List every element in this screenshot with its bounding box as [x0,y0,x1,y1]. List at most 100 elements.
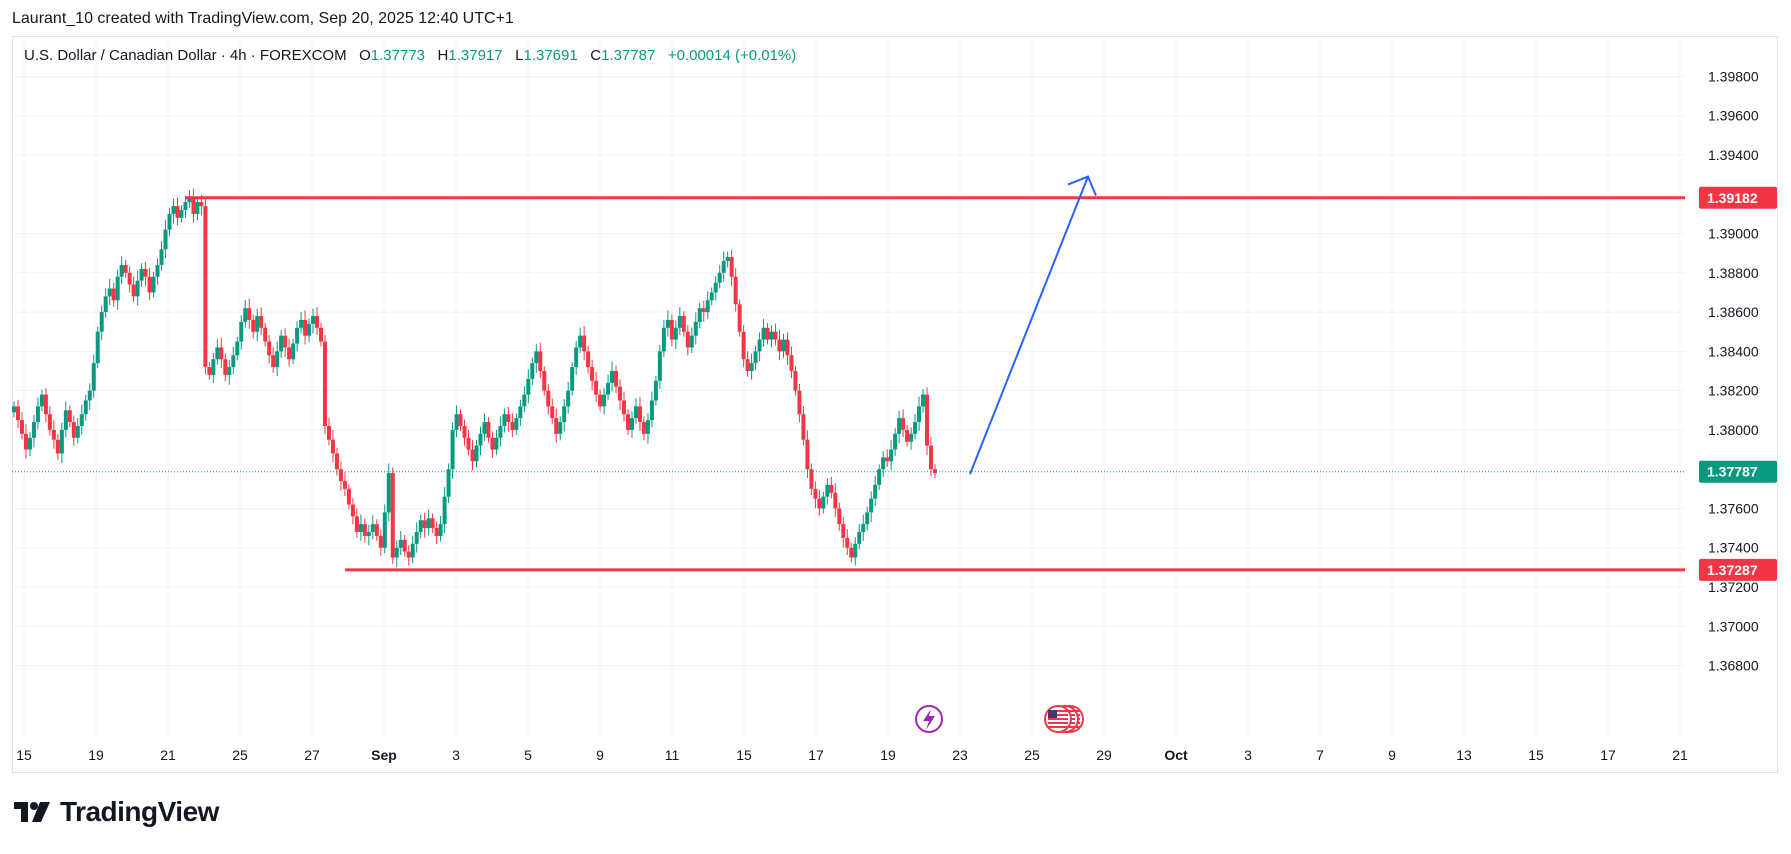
candle-body [374,524,379,536]
candle-body [295,327,300,344]
candle-body [410,543,415,558]
candle-body [167,213,172,230]
candle-body [311,316,316,324]
candle-body [330,439,335,454]
candle-body [438,524,443,536]
candle-body [107,288,112,297]
candle-body [821,496,826,509]
chart-frame [12,36,1778,773]
candle-body [23,433,28,450]
candle-body [681,316,686,332]
candle-body [913,422,918,434]
candle-body [398,539,403,548]
candle-body [346,488,351,505]
candle-body [697,308,702,322]
candle-body [390,473,395,558]
time-tick-label: 27 [304,747,320,763]
candle-body [594,380,599,395]
candle-body [901,418,906,430]
price-tick-label: 1.38800 [1708,265,1759,281]
price-tick-label: 1.37200 [1708,579,1759,595]
time-tick-label: 25 [232,747,248,763]
candle-body [618,386,623,401]
candle-body [610,371,615,383]
candle-body [486,422,491,438]
candle-body [781,339,786,352]
candle-body [721,261,726,273]
candle-series [12,188,937,568]
flag-stripe [1048,714,1068,716]
candle-body [354,516,359,533]
time-tick-label: 29 [1096,747,1112,763]
price-tick-label: 1.39800 [1708,68,1759,84]
tradingview-logo-icon [14,802,50,822]
candle-body [689,335,694,348]
level-price-tag [1699,186,1777,209]
candle-body [761,327,766,340]
candle-body [215,347,220,360]
time-tick-label: 21 [1672,747,1688,763]
candle-body [147,276,152,293]
candle-body [653,380,658,401]
candle-body [717,272,722,283]
price-tick-label: 1.38600 [1708,304,1759,320]
candle-body [733,276,738,305]
high-label: H [437,47,449,64]
candle-body [322,341,327,426]
price-axis: 1.39800 1.39600 1.39400 1.39000 1.38800 1.386… [1699,68,1777,674]
candle-body [602,394,607,407]
candle-body [474,445,479,462]
symbol-name: U.S. Dollar / Canadian Dollar · 4h · FOR… [24,47,347,64]
candle-body [582,335,587,352]
price-tick-label: 1.36800 [1708,658,1759,674]
candle-body [801,414,806,440]
candle-body [506,414,511,423]
candle-body [12,406,16,413]
candle-body [622,400,627,415]
candle-body [211,359,216,375]
candle-body [111,288,116,301]
candle-body [243,308,248,322]
price-tick-label: 1.38400 [1708,343,1759,359]
candle-body [805,439,810,470]
time-tick-label: Sep [371,747,397,763]
candle-body [510,422,515,430]
candle-body [155,264,160,277]
candle-body [586,351,591,368]
candle-body [865,512,870,525]
candle-body [199,202,204,207]
candle-body [39,394,44,407]
candle-body [885,457,890,462]
candle-body [51,429,56,440]
candle-body [649,400,654,421]
open-label: O [359,47,371,64]
candle-body [422,520,427,529]
low-value: 1.37691 [523,47,578,64]
candle-body [773,331,778,340]
candle-body [462,425,467,438]
time-tick-label: 9 [596,747,604,763]
candle-body [490,437,495,450]
candle-body [370,524,375,533]
candle-body [637,406,642,423]
price-tick-label: 1.38000 [1708,422,1759,438]
candle-body [518,406,523,419]
candle-body [259,316,264,328]
candle-body [394,547,399,558]
time-tick-label: 3 [1244,747,1252,763]
candle-body [135,280,140,297]
candle-body [19,420,24,434]
tradingview-logo[interactable]: TradingView [14,796,219,828]
candle-body [785,339,790,356]
candle-body [179,209,184,218]
candle-body [857,532,862,544]
close-label: C [590,47,602,64]
candle-body [713,282,718,293]
candle-body [303,319,308,336]
candle-body [749,363,754,371]
time-tick-label: 11 [665,747,680,763]
candle-body [406,551,411,558]
candle-body [338,469,343,481]
candle-body [458,414,463,426]
